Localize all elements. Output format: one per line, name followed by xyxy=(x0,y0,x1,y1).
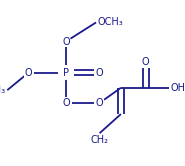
Text: O: O xyxy=(96,98,103,108)
Text: O: O xyxy=(96,68,103,78)
Text: CH₃: CH₃ xyxy=(0,85,6,95)
Text: O: O xyxy=(25,68,32,78)
Text: O: O xyxy=(62,98,70,108)
Text: P: P xyxy=(63,68,69,78)
Text: O: O xyxy=(62,37,70,47)
Text: O: O xyxy=(142,57,150,67)
Text: CH₂: CH₂ xyxy=(91,135,109,145)
Text: OH: OH xyxy=(171,83,185,93)
Text: OCH₃: OCH₃ xyxy=(98,17,124,27)
